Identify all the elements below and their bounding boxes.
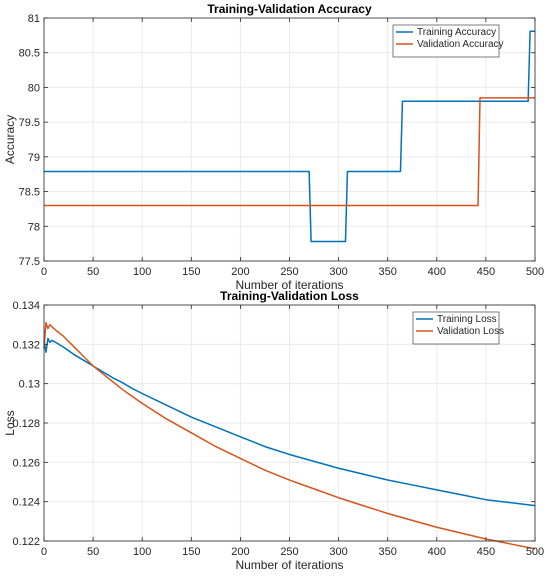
x-axis-label: Number of iterations	[235, 278, 343, 292]
y-tick-label: 0.122	[12, 536, 40, 548]
y-tick-label: 0.134	[12, 300, 40, 312]
x-tick-label: 400	[428, 266, 446, 278]
y-axis-label: Accuracy	[3, 115, 17, 164]
x-tick-label: 200	[231, 546, 249, 558]
y-tick-label: 78.5	[19, 187, 40, 199]
legend-entry-1: Validation Loss	[437, 326, 504, 337]
x-tick-label: 150	[182, 266, 200, 278]
x-tick-label: 0	[41, 266, 47, 278]
y-tick-label: 80.5	[19, 48, 40, 60]
y-tick-label: 0.126	[12, 457, 40, 469]
legend-box	[412, 311, 500, 345]
chart-0: 0 50 100 150 200 250 300 350 400 450 500 77.5 78 78.5…	[3, 2, 544, 292]
x-tick-label: 300	[329, 546, 347, 558]
x-tick-label: 50	[87, 546, 99, 558]
y-tick-label: 81	[28, 13, 40, 25]
x-tick-label: 150	[182, 546, 200, 558]
legend-box	[392, 24, 500, 58]
y-tick-label: 79.5	[19, 117, 40, 129]
x-tick-label: 500	[526, 546, 544, 558]
series-line-0	[43, 337, 536, 507]
x-tick-label: 100	[133, 266, 151, 278]
x-tick-label: 400	[428, 546, 446, 558]
x-tick-label: 350	[379, 266, 397, 278]
y-tick-label: 0.13	[19, 379, 40, 391]
x-tick-label: 300	[329, 266, 347, 278]
x-tick-label: 100	[133, 546, 151, 558]
y-tick-label: 79	[28, 152, 40, 164]
legend-entry-1: Validation Accuracy	[417, 39, 504, 50]
series-line-1	[44, 97, 535, 207]
y-tick-label: 77.5	[19, 256, 40, 268]
legend-entry-0: Training Loss	[437, 314, 497, 325]
x-tick-label: 500	[526, 266, 544, 278]
x-tick-label: 450	[477, 546, 495, 558]
x-tick-label: 50	[87, 266, 99, 278]
series-line-0	[44, 30, 535, 243]
y-tick-label: 78	[28, 221, 40, 233]
x-tick-label: 350	[379, 546, 397, 558]
series-line-1	[43, 321, 536, 550]
x-tick-label: 0	[41, 546, 47, 558]
x-tick-label: 200	[231, 266, 249, 278]
y-tick-label: 0.132	[12, 339, 40, 351]
x-axis-label: Number of iterations	[235, 558, 343, 572]
chart-1: 0 50 100 150 200 250 300 350 400 450 500 0.122 0.124…	[3, 289, 544, 572]
chart-title: Training-Validation Loss	[220, 289, 359, 303]
x-tick-label: 250	[280, 546, 298, 558]
y-tick-label: 0.124	[12, 497, 40, 509]
y-tick-label: 80	[28, 82, 40, 94]
chart-title: Training-Validation Accuracy	[207, 2, 372, 16]
x-tick-label: 450	[477, 266, 495, 278]
legend-entry-0: Training Accuracy	[417, 27, 496, 38]
y-axis-label: Loss	[3, 410, 17, 435]
y-tick-label: 0.128	[12, 418, 40, 430]
x-tick-label: 250	[280, 266, 298, 278]
